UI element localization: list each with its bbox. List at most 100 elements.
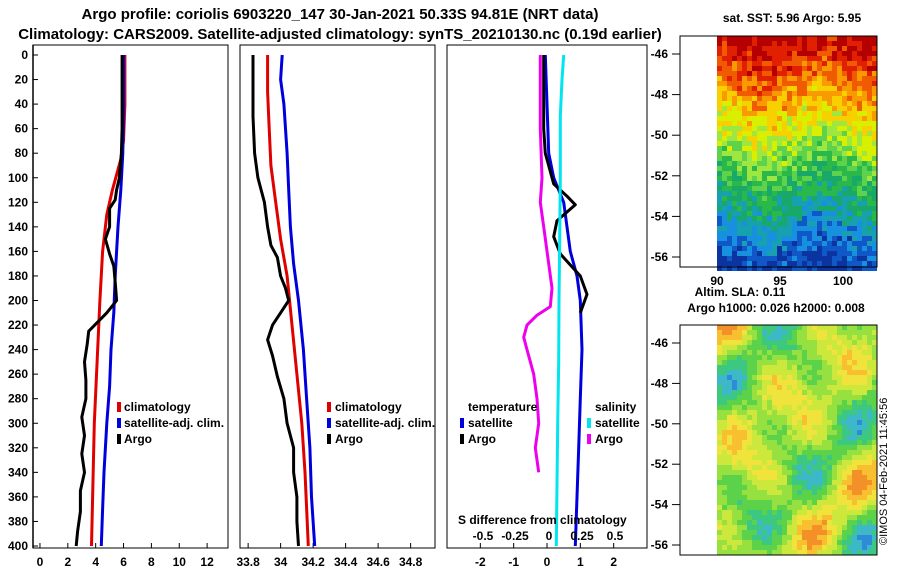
sst-cell: [832, 166, 837, 171]
sla-cell: [747, 470, 752, 475]
sst-cell: [782, 156, 787, 161]
sla-cell: [762, 370, 767, 375]
sla-cell: [872, 330, 877, 335]
sst-cell: [842, 36, 847, 41]
sst-cell: [747, 216, 752, 221]
sla-cell: [742, 410, 747, 415]
sla-cell: [737, 365, 742, 370]
sla-cell: [867, 455, 872, 460]
sla-cell: [752, 425, 757, 430]
sla-cell: [837, 540, 842, 545]
sst-cell: [717, 181, 722, 186]
sla-cell: [862, 545, 867, 550]
sla-cell: [717, 370, 722, 375]
sst-cell: [807, 151, 812, 156]
sst-cell: [872, 256, 877, 261]
sst-cell: [842, 221, 847, 226]
sla-cell: [872, 410, 877, 415]
sla-cell: [832, 355, 837, 360]
sst-cell: [737, 181, 742, 186]
sla-cell: [732, 425, 737, 430]
sla-cell: [727, 545, 732, 550]
sla-cell: [777, 405, 782, 410]
sst-cell: [862, 256, 867, 261]
sst-cell: [777, 121, 782, 126]
sst-cell: [727, 186, 732, 191]
sla-cell: [822, 390, 827, 395]
x-tick-label: 34.2: [301, 555, 325, 569]
sst-cell: [787, 166, 792, 171]
sla-cell: [862, 445, 867, 450]
sst-cell: [872, 146, 877, 151]
sst-cell: [807, 266, 812, 271]
sst-cell: [797, 246, 802, 251]
sla-cell: [777, 330, 782, 335]
sst-cell: [792, 56, 797, 61]
sla-cell: [732, 385, 737, 390]
sla-cell: [737, 440, 742, 445]
sla-cell: [757, 550, 762, 555]
sst-cell: [717, 161, 722, 166]
sla-cell: [832, 500, 837, 505]
sst-cell: [767, 126, 772, 131]
sla-cell: [757, 485, 762, 490]
sla-cell: [762, 525, 767, 530]
sst-cell: [752, 231, 757, 236]
sla-cell: [797, 465, 802, 470]
sla-cell: [727, 400, 732, 405]
sla-cell: [752, 330, 757, 335]
sla-cell: [757, 470, 762, 475]
sst-cell: [732, 156, 737, 161]
sst-cell: [742, 46, 747, 51]
sla-cell: [722, 490, 727, 495]
sst-cell: [782, 246, 787, 251]
sla-cell: [792, 340, 797, 345]
sst-cell: [852, 86, 857, 91]
sst-cell: [732, 226, 737, 231]
x-tick-label: 34.8: [399, 555, 423, 569]
sla-cell: [797, 450, 802, 455]
sla-cell: [732, 550, 737, 555]
sst-cell: [717, 266, 722, 271]
sla-cell: [867, 495, 872, 500]
sst-cell: [727, 76, 732, 81]
sla-cell: [782, 455, 787, 460]
map-lat-label: -46: [651, 47, 669, 61]
sla-cell: [747, 420, 752, 425]
sla-cell: [862, 380, 867, 385]
difference-xticks: -2 -1 0 1 2: [475, 543, 617, 569]
sst-cell: [837, 51, 842, 56]
sst-cell: [787, 116, 792, 121]
sst-cell: [872, 36, 877, 41]
sla-cell: [852, 400, 857, 405]
sst-cell: [762, 236, 767, 241]
sst-cell: [817, 181, 822, 186]
sst-cell: [787, 171, 792, 176]
sst-cell: [772, 51, 777, 56]
sst-cell: [752, 246, 757, 251]
sst-cell: [822, 146, 827, 151]
sla-cell: [727, 335, 732, 340]
sst-cell: [737, 161, 742, 166]
sst-cell: [732, 106, 737, 111]
sst-cell: [722, 151, 727, 156]
sst-cell: [772, 131, 777, 136]
sst-cell: [787, 136, 792, 141]
sst-cell: [822, 241, 827, 246]
sst-cell: [862, 136, 867, 141]
sla-cell: [747, 550, 752, 555]
sla-cell: [742, 540, 747, 545]
sla-cell: [752, 370, 757, 375]
sst-cell: [782, 206, 787, 211]
sla-cell: [782, 365, 787, 370]
sst-cell: [837, 61, 842, 66]
sst-cell: [757, 266, 762, 271]
sla-cell: [857, 500, 862, 505]
sla-cell: [812, 395, 817, 400]
sst-cell: [767, 136, 772, 141]
sst-cell: [777, 191, 782, 196]
sst-cell: [722, 156, 727, 161]
sst-cell: [762, 161, 767, 166]
sla-cell: [762, 360, 767, 365]
sst-cell: [792, 51, 797, 56]
